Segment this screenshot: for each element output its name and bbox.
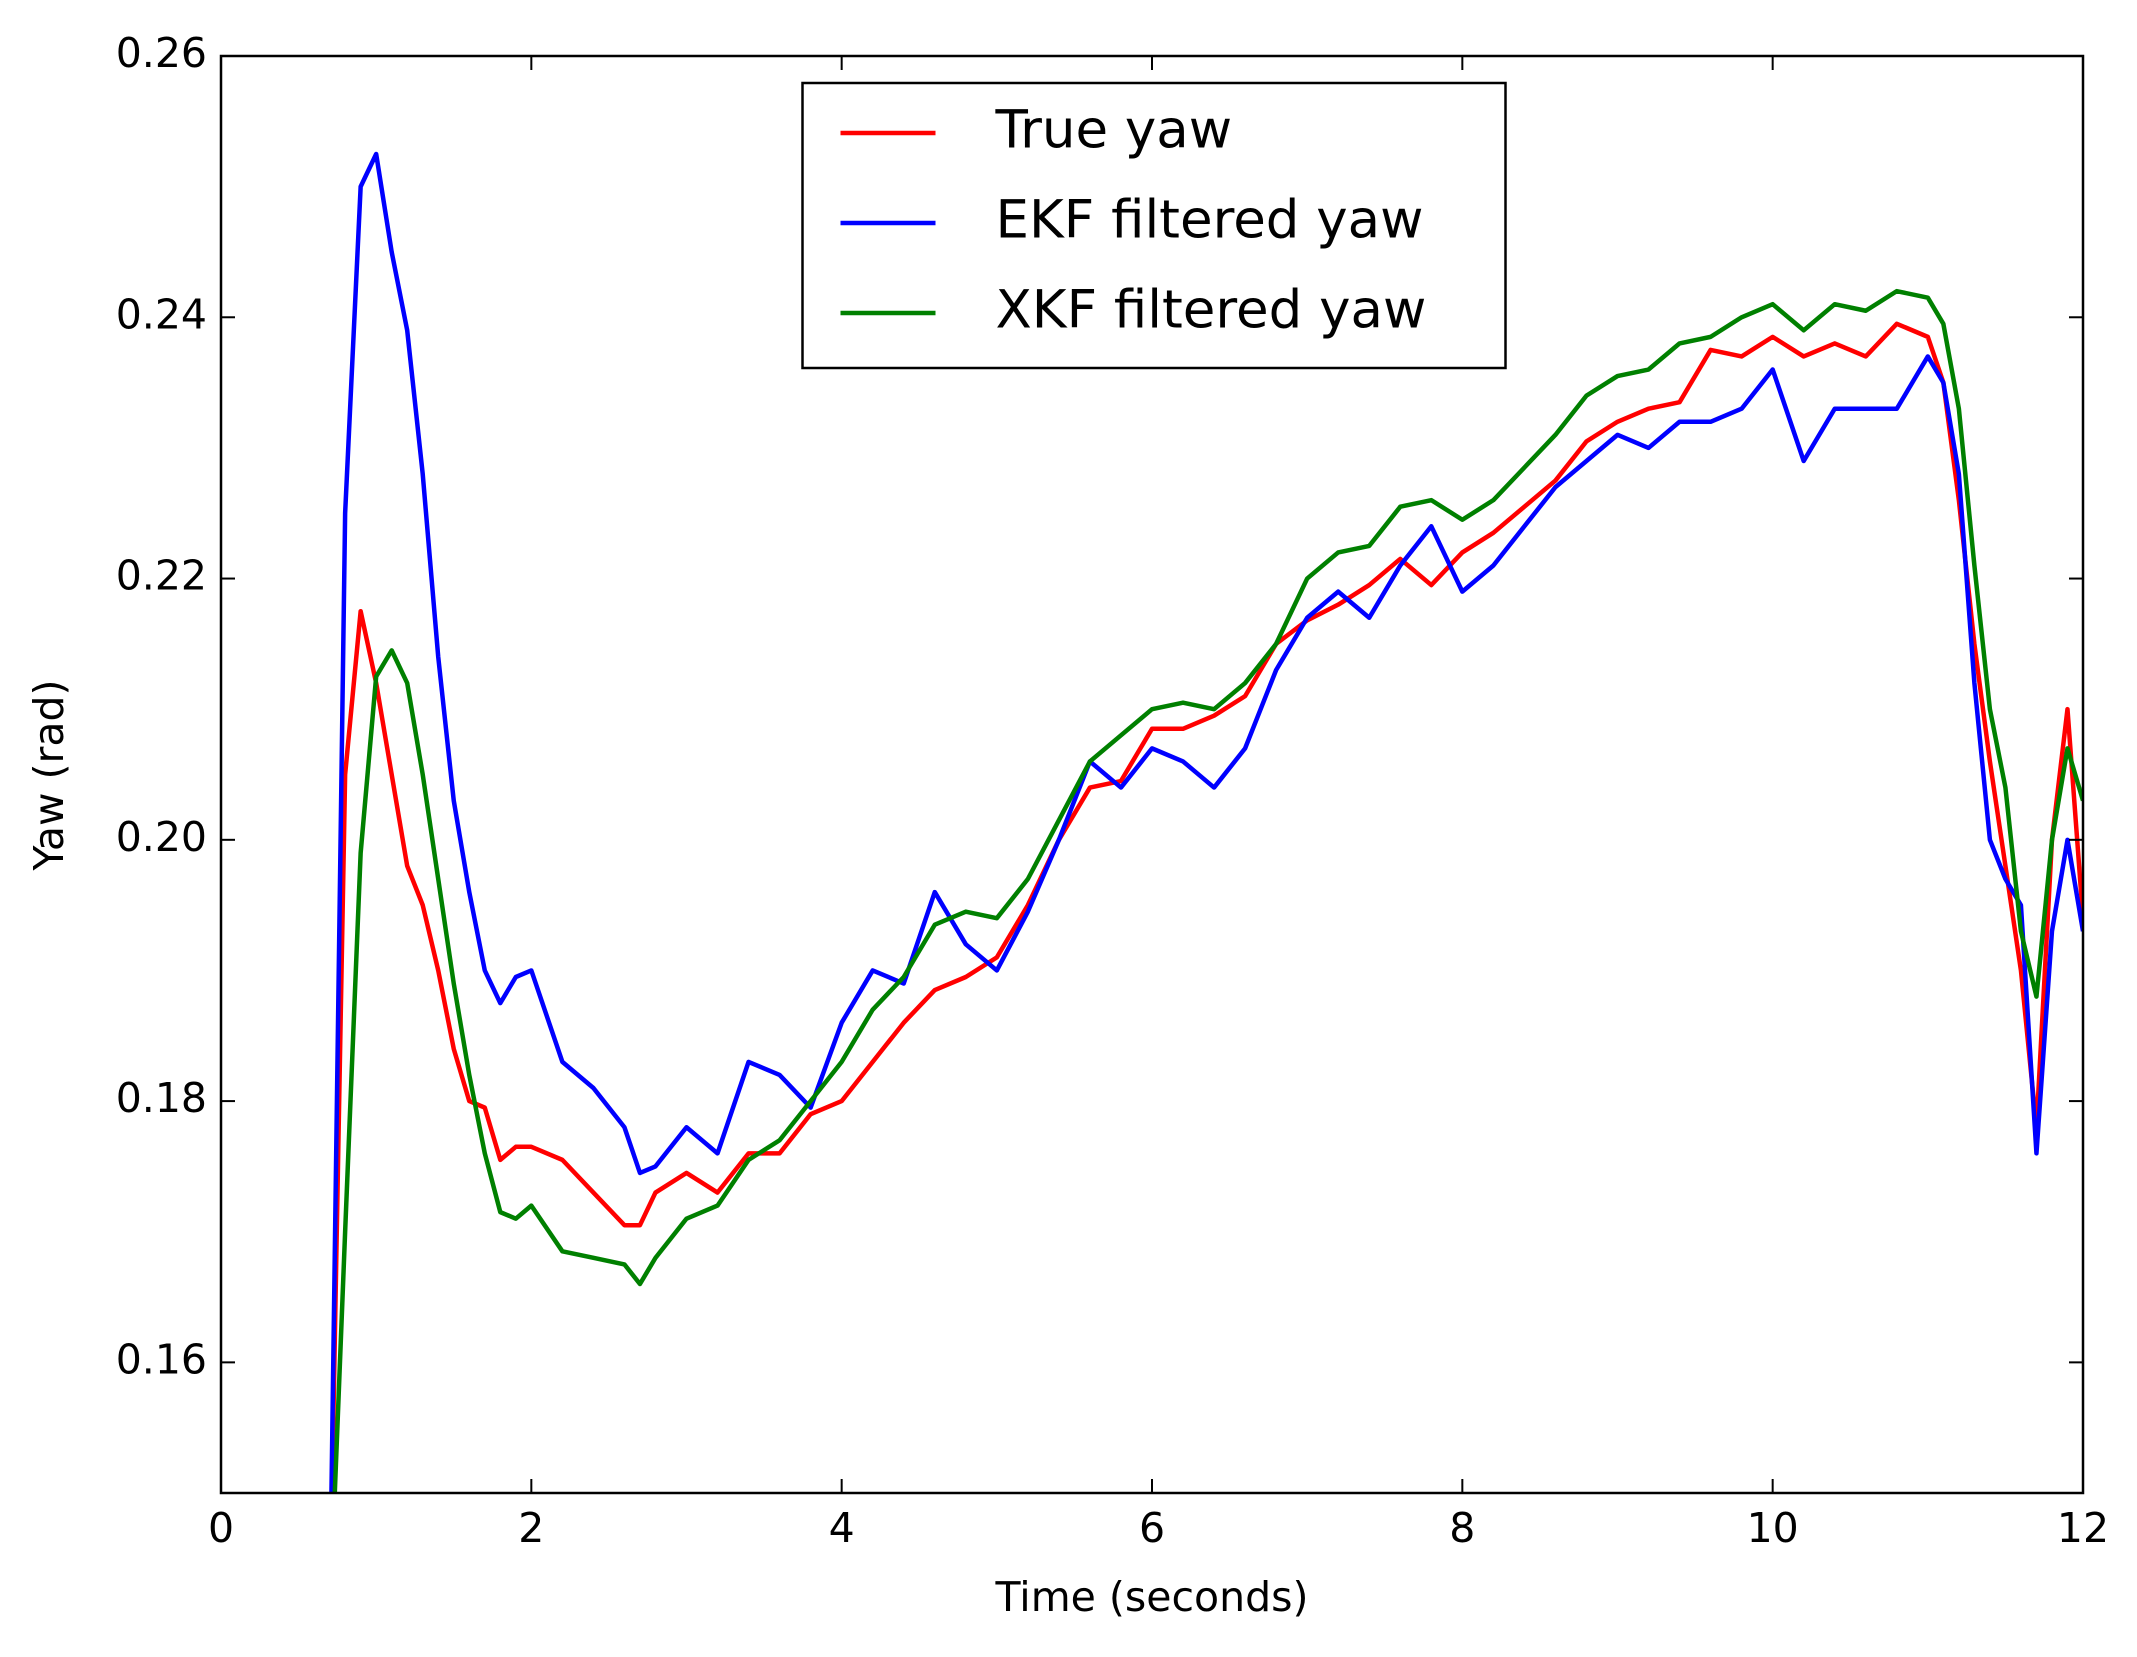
legend-label: XKF filtered yaw — [996, 280, 1427, 341]
y-tick-label: 0.26 — [116, 29, 207, 77]
x-tick-label: 12 — [2057, 1504, 2109, 1552]
x-tick-label: 0 — [208, 1504, 234, 1552]
x-tick-label: 8 — [1449, 1504, 1475, 1552]
y-tick-label: 0.16 — [116, 1335, 207, 1383]
y-axis-label: Yaw (rad) — [25, 679, 73, 871]
data-line — [332, 288, 2083, 1493]
legend-label: True yaw — [995, 100, 1233, 161]
y-tick-label: 0.20 — [116, 813, 207, 861]
legend-box — [801, 81, 1507, 370]
data-line — [329, 151, 2083, 1493]
legend-label: EKF filtered yaw — [996, 190, 1424, 251]
plot-lines — [329, 151, 2083, 1493]
x-axis-label: Time (seconds) — [995, 1573, 1309, 1621]
data-line — [329, 321, 2083, 1493]
y-tick-label: 0.22 — [116, 552, 207, 600]
legend: True yaw EKF filtered yaw XKF filtered yaw — [801, 81, 1507, 370]
x-tick-label: 10 — [1747, 1504, 1799, 1552]
x-tick-label: 2 — [518, 1504, 544, 1552]
y-tick-label: 0.18 — [116, 1074, 207, 1122]
x-tick-label: 6 — [1139, 1504, 1165, 1552]
x-tick-label: 4 — [829, 1504, 855, 1552]
y-tick-label: 0.24 — [116, 290, 207, 338]
